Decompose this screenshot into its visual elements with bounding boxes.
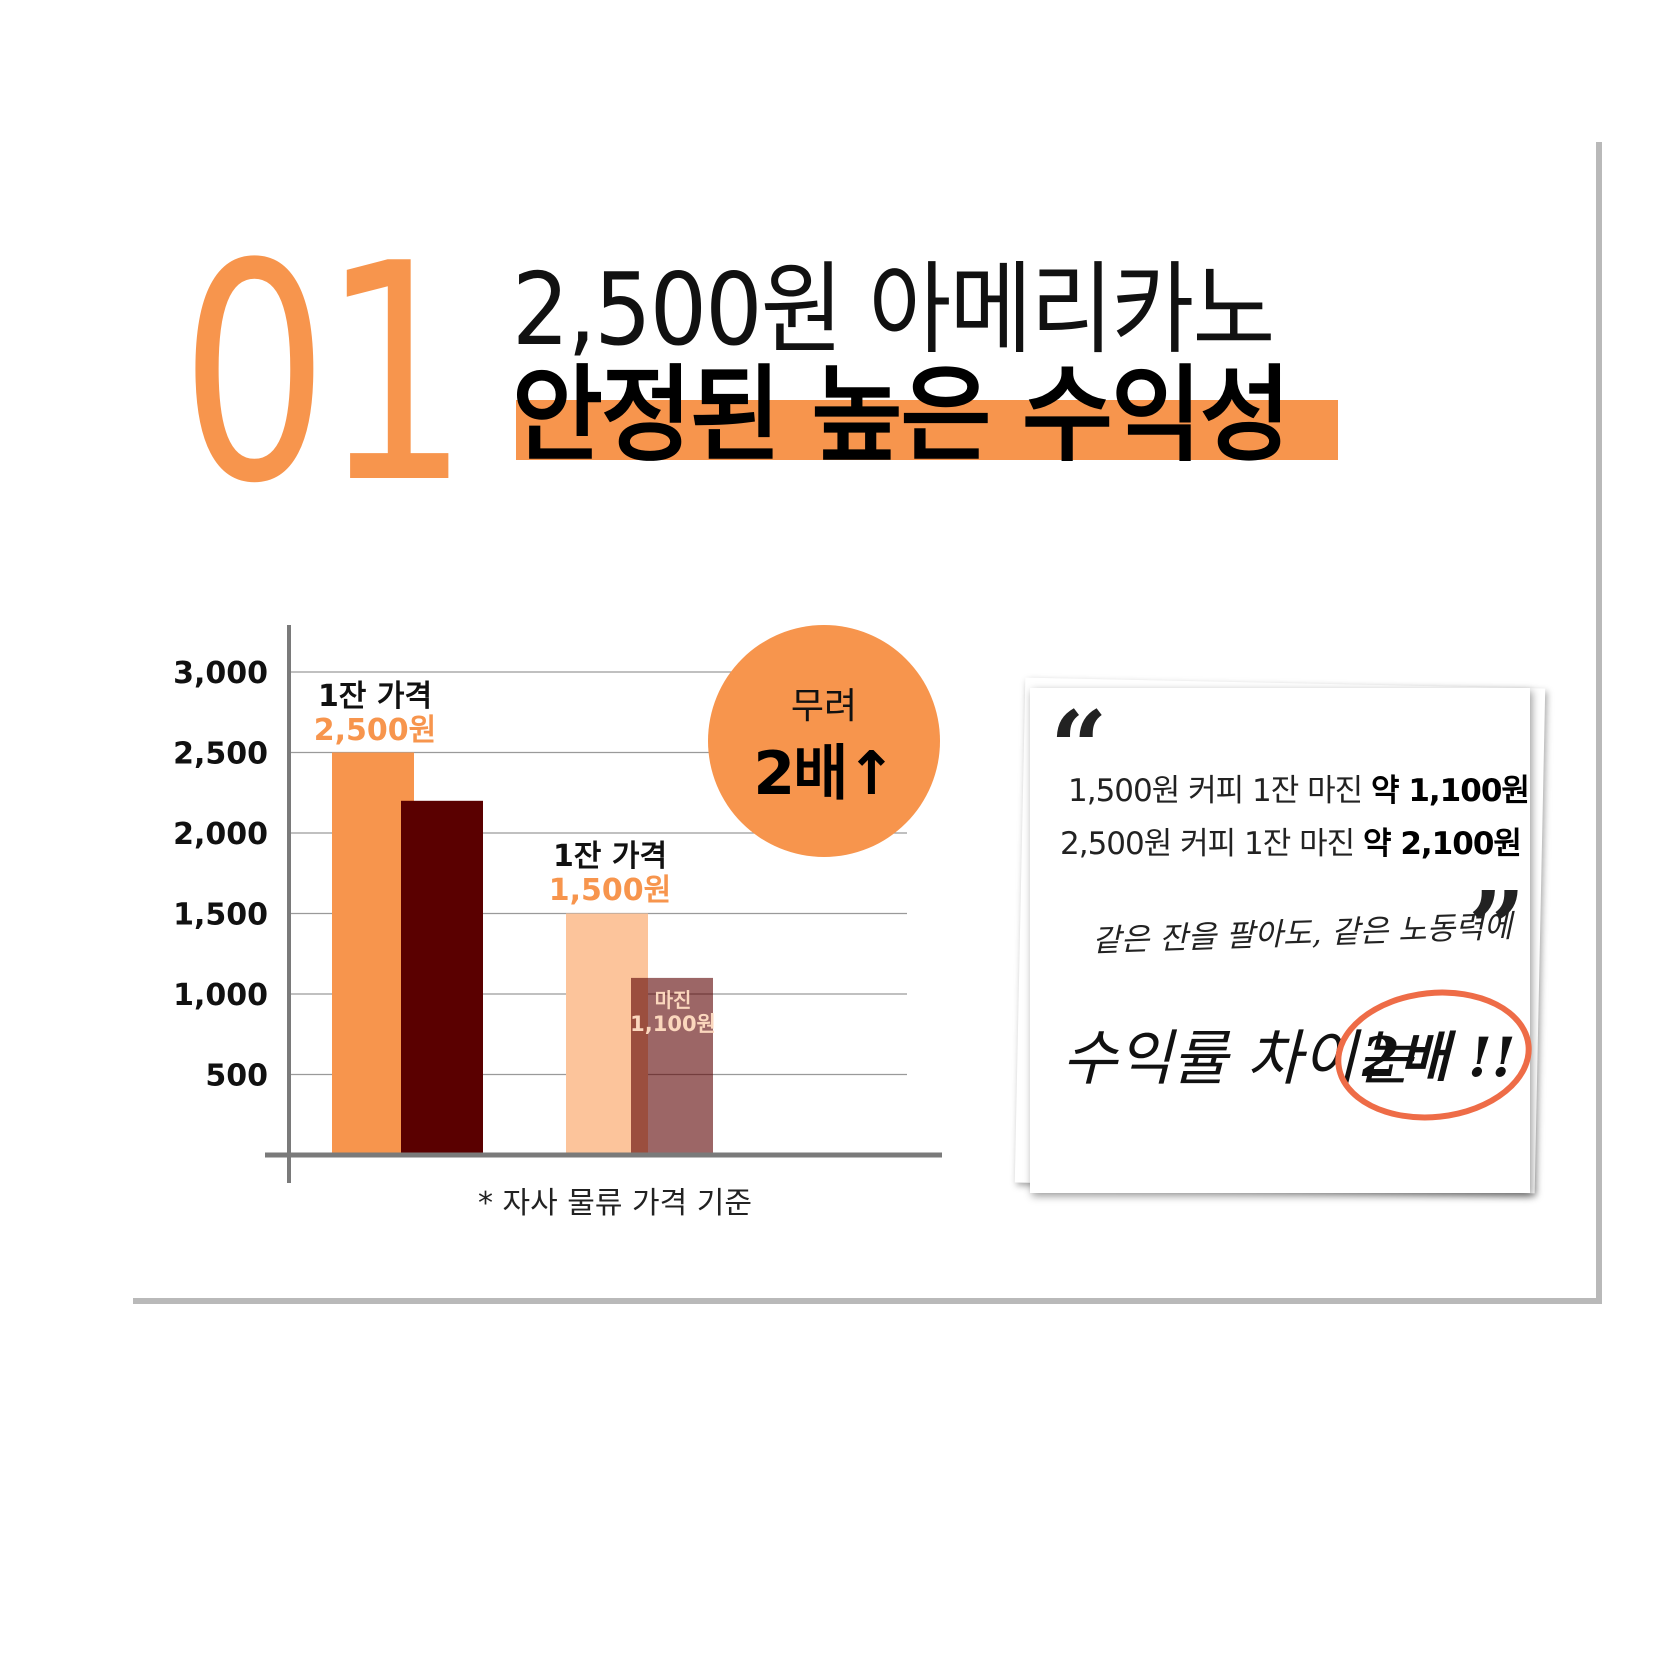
card-shadow-right: [1596, 142, 1602, 1304]
bar-margin-2500: [401, 800, 483, 1155]
y-tick-label: 500: [205, 1059, 268, 1094]
bar-margin-1500: [631, 977, 713, 1155]
price-label: 1잔 가격: [317, 679, 433, 714]
card-shadow-bottom: [133, 1298, 1602, 1304]
badge-circle: 무려 2배↑: [708, 625, 940, 857]
note-line-1: 1,500원 커피 1잔 마진 약 1,100원: [1068, 765, 1530, 810]
note-line-1-prefix: 1,500원 커피 1잔 마진: [1068, 773, 1363, 809]
badge-line-2: 2배↑: [753, 739, 896, 809]
price-value-label: 2,500원: [313, 713, 437, 748]
y-tick-label: 2,500: [173, 737, 268, 772]
note-line-1-highlight: 약 1,100원: [1371, 773, 1530, 809]
open-quote-icon: “: [1050, 689, 1108, 807]
title-line-1: 2,500원 아메리카노: [512, 251, 1275, 368]
margin-label-title: 마진: [654, 988, 692, 1012]
title-line-2: 안정된 높은 수익성: [512, 354, 1291, 476]
badge-line-1: 무려: [790, 686, 858, 727]
handwritten-emphasis: 2배 !!: [1362, 1025, 1516, 1089]
bar-price-2500: [332, 752, 414, 1155]
title-highlight: [516, 400, 1338, 460]
y-tick-label: 1,000: [173, 978, 268, 1013]
handwritten-line-2: 수익률 차이는: [1062, 1024, 1413, 1094]
note-line-2-prefix: 2,500원 커피 1잔 마진: [1060, 826, 1355, 862]
note-line-2: 2,500원 커피 1잔 마진 약 2,100원: [1060, 818, 1522, 863]
note-line-2-highlight: 약 2,100원: [1363, 826, 1522, 862]
y-tick-label: 3,000: [173, 656, 268, 691]
y-tick-label: 1,500: [173, 898, 268, 933]
chart-footnote: * 자사 물류 가격 기준: [478, 1186, 752, 1221]
bar-label-group-2: 1잔 가격 1,500원: [535, 840, 685, 908]
bar-label-group-1: 1잔 가격 2,500원: [300, 680, 450, 748]
section-number: 01: [180, 200, 470, 549]
margin-label-value: 1,100원: [630, 1012, 716, 1036]
margin-label: 마진 1,100원: [628, 988, 718, 1036]
close-quote-icon: ”: [1468, 869, 1526, 987]
price-value-label: 1,500원: [548, 873, 672, 908]
y-tick-label: 2,000: [173, 817, 268, 852]
price-label: 1잔 가격: [552, 839, 668, 874]
